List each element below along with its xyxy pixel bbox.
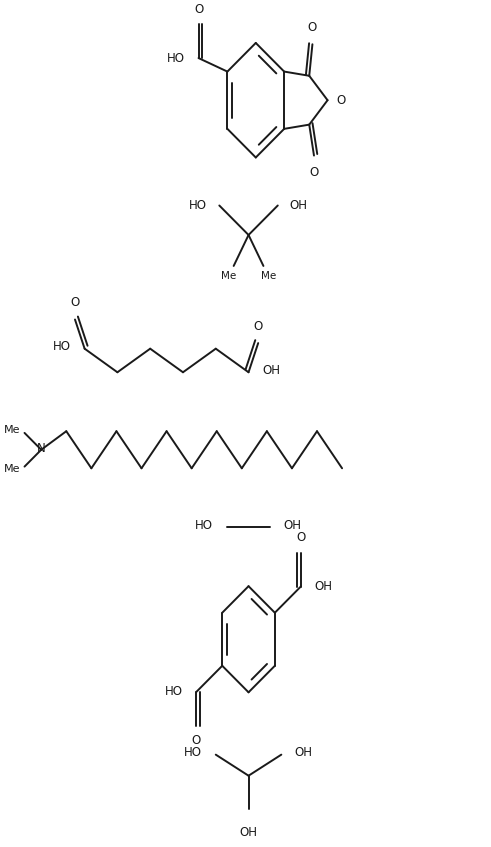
Text: HO: HO: [189, 199, 207, 212]
Text: OH: OH: [290, 199, 308, 212]
Text: Me: Me: [261, 271, 276, 281]
Text: OH: OH: [240, 826, 258, 839]
Text: Me: Me: [4, 464, 21, 474]
Text: HO: HO: [53, 340, 71, 353]
Text: O: O: [70, 296, 80, 309]
Text: N: N: [37, 442, 46, 456]
Text: OH: OH: [284, 519, 302, 532]
Text: Me: Me: [221, 271, 237, 281]
Text: O: O: [309, 166, 319, 179]
Text: O: O: [308, 21, 317, 34]
Text: OH: OH: [262, 364, 280, 377]
Text: O: O: [191, 734, 201, 747]
Text: O: O: [194, 3, 203, 16]
Text: HO: HO: [195, 519, 214, 532]
Text: OH: OH: [314, 580, 332, 593]
Text: OH: OH: [295, 746, 313, 760]
Text: O: O: [296, 531, 305, 545]
Text: HO: HO: [184, 746, 202, 760]
Text: HO: HO: [167, 53, 185, 65]
Text: Me: Me: [4, 425, 21, 435]
Text: O: O: [253, 319, 263, 333]
Text: O: O: [336, 94, 346, 107]
Text: HO: HO: [165, 685, 183, 699]
